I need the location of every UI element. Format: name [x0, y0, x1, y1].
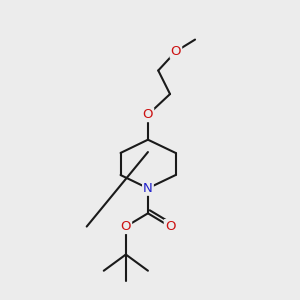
Text: O: O [171, 45, 181, 58]
Text: O: O [165, 220, 175, 233]
Text: N: N [143, 182, 153, 195]
Text: O: O [121, 220, 131, 233]
Text: O: O [143, 108, 153, 121]
